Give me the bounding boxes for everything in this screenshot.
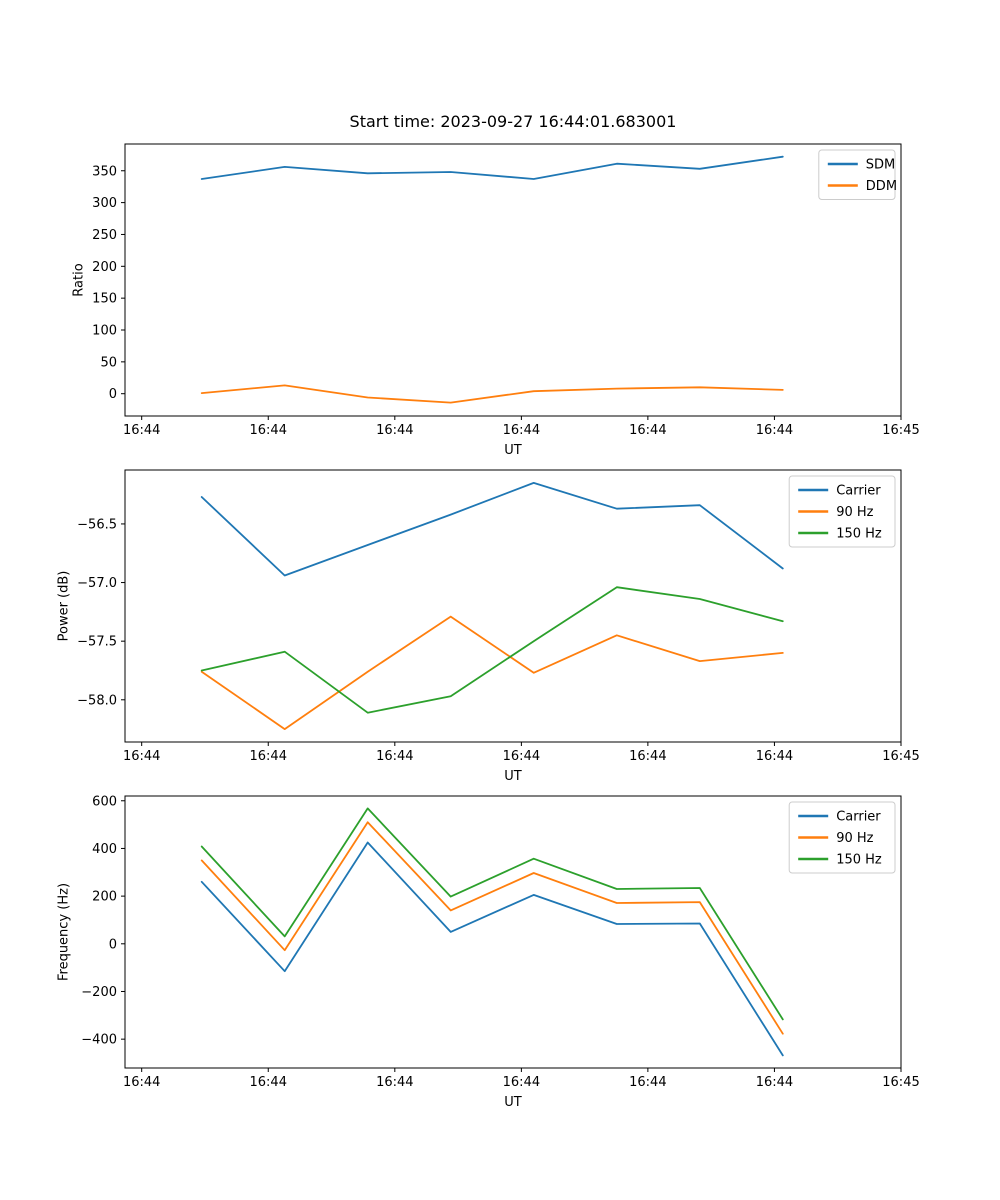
y-tick-label: 250 bbox=[92, 228, 117, 243]
y-tick-label: 50 bbox=[100, 355, 117, 370]
y-axis-label-ratio: Ratio bbox=[71, 263, 87, 297]
y-tick-label: 200 bbox=[92, 260, 117, 275]
x-tick-label: 16:44 bbox=[123, 1075, 160, 1090]
legend-label: 90 Hz bbox=[836, 505, 873, 520]
x-tick-label: 16:44 bbox=[250, 1075, 287, 1090]
series-line-ddm bbox=[200, 384, 784, 404]
x-tick-label: 16:45 bbox=[882, 1075, 919, 1090]
series-line-carrier bbox=[200, 841, 784, 1057]
y-tick-label: −400 bbox=[81, 1033, 117, 1048]
x-tick-label: 16:44 bbox=[503, 749, 540, 764]
x-tick-label: 16:44 bbox=[123, 423, 160, 438]
x-tick-label: 16:44 bbox=[756, 749, 793, 764]
x-tick-label: 16:44 bbox=[250, 423, 287, 438]
x-axis-label-ut-bottom: UT bbox=[504, 1095, 522, 1110]
y-tick-label: 100 bbox=[92, 324, 117, 339]
x-tick-label: 16:44 bbox=[756, 423, 793, 438]
legend-label: Carrier bbox=[836, 810, 881, 825]
y-tick-label: −56.5 bbox=[77, 517, 117, 532]
x-tick-label: 16:44 bbox=[376, 423, 413, 438]
x-tick-label: 16:44 bbox=[756, 1075, 793, 1090]
x-tick-label: 16:44 bbox=[629, 423, 666, 438]
x-tick-label: 16:44 bbox=[629, 1075, 666, 1090]
x-tick-label: 16:45 bbox=[882, 749, 919, 764]
y-tick-label: 0 bbox=[109, 387, 117, 402]
axes-frame bbox=[124, 469, 902, 743]
legend-box bbox=[788, 475, 896, 548]
x-tick-label: 16:44 bbox=[629, 749, 666, 764]
legend-label: Carrier bbox=[836, 484, 881, 499]
x-tick-label: 16:44 bbox=[376, 749, 413, 764]
y-axis-label-power: Power (dB) bbox=[56, 570, 72, 642]
series-line-150-hz bbox=[200, 586, 784, 714]
axes-frame bbox=[124, 795, 902, 1069]
legend-label: SDM bbox=[866, 158, 895, 173]
x-tick-label: 16:44 bbox=[123, 749, 160, 764]
x-axis-label-ut-top: UT bbox=[504, 443, 522, 458]
y-axis-label-frequency: Frequency (Hz) bbox=[56, 882, 72, 982]
x-tick-label: 16:44 bbox=[376, 1075, 413, 1090]
x-axis-label-ut-middle: UT bbox=[504, 769, 522, 784]
legend-box bbox=[788, 801, 896, 874]
series-line-sdm bbox=[200, 155, 784, 180]
legend-label: 90 Hz bbox=[836, 831, 873, 846]
x-tick-label: 16:45 bbox=[882, 423, 919, 438]
series-line-150-hz bbox=[200, 807, 784, 1021]
x-tick-label: 16:44 bbox=[503, 423, 540, 438]
series-line-90-hz bbox=[200, 821, 784, 1035]
y-tick-label: 300 bbox=[92, 196, 117, 211]
y-tick-label: 200 bbox=[92, 890, 117, 905]
y-tick-label: 400 bbox=[92, 842, 117, 857]
y-tick-label: 150 bbox=[92, 292, 117, 307]
legend-label: 150 Hz bbox=[836, 853, 882, 868]
y-tick-label: 0 bbox=[109, 937, 117, 952]
legend-label: 150 Hz bbox=[836, 527, 882, 542]
x-tick-label: 16:44 bbox=[250, 749, 287, 764]
y-tick-label: 600 bbox=[92, 794, 117, 809]
y-tick-label: 350 bbox=[92, 164, 117, 179]
chart-title: Start time: 2023-09-27 16:44:01.683001 bbox=[349, 112, 677, 131]
legend-box bbox=[818, 149, 896, 200]
x-tick-label: 16:44 bbox=[503, 1075, 540, 1090]
series-line-carrier bbox=[200, 481, 784, 577]
y-tick-label: −57.5 bbox=[77, 635, 117, 650]
y-tick-label: −200 bbox=[81, 985, 117, 1000]
legend-label: DDM bbox=[866, 179, 897, 194]
series-line-90-hz bbox=[200, 615, 784, 730]
y-tick-label: −58.0 bbox=[77, 693, 117, 708]
axes-frame bbox=[124, 143, 902, 417]
y-tick-label: −57.0 bbox=[77, 576, 117, 591]
